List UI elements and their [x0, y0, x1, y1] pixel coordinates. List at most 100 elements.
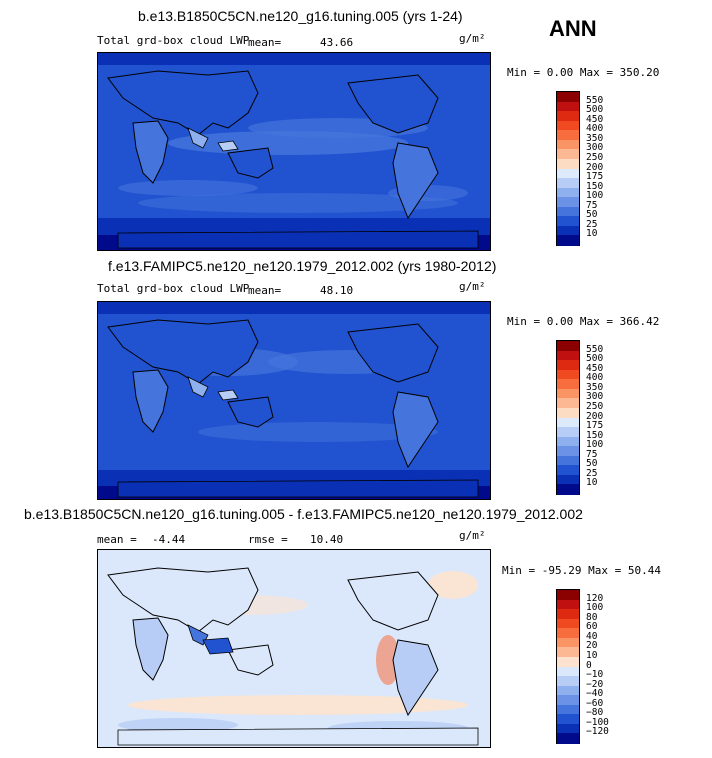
colorbar-swatch: [557, 178, 579, 189]
colorbar-tick-label: 350: [586, 381, 604, 393]
panel3-map: [97, 549, 491, 748]
panel1-title: b.e13.B1850C5CN.ne120_g16.tuning.005 (yr…: [138, 8, 463, 24]
colorbar-tick-label: 175: [586, 171, 604, 183]
colorbar-tick-label: 500: [586, 353, 604, 365]
panel2-minmax: Min = 0.00 Max = 366.42: [507, 315, 660, 328]
panel1-mean-label: mean=: [248, 36, 282, 49]
panel1-map: [97, 52, 491, 251]
colorbar-swatch: [557, 197, 579, 208]
colorbar-tick-label: 175: [586, 420, 604, 432]
colorbar-tick-label: 10: [586, 477, 598, 489]
panel2-title: f.e13.FAMIPC5.ne120_ne120.1979_2012.002 …: [108, 258, 497, 274]
colorbar-tick-label: 100: [586, 190, 604, 202]
colorbar-tick-label: 120: [586, 592, 604, 604]
colorbar-swatch: [557, 139, 579, 150]
colorbar-tick-label: 100: [586, 602, 604, 614]
colorbar-tick-label: 250: [586, 151, 604, 163]
colorbar-swatch: [557, 474, 579, 485]
colorbar-tick-label: 450: [586, 113, 604, 125]
panel2-mean-value: 48.10: [320, 284, 354, 297]
colorbar-swatch: [557, 149, 579, 160]
colorbar-tick-label: −100: [586, 716, 609, 728]
colorbar-swatch: [557, 618, 579, 629]
colorbar-swatch: [557, 484, 579, 495]
colorbar-tick-label: 10: [586, 649, 598, 661]
colorbar-tick-label: 450: [586, 362, 604, 374]
panel3-rmse-label: rmse =: [248, 533, 288, 546]
colorbar-swatch: [557, 158, 579, 169]
colorbar-swatch: [557, 714, 579, 725]
colorbar-swatch: [557, 379, 579, 390]
colorbar-swatch: [557, 637, 579, 648]
colorbar-tick-label: −10: [586, 669, 604, 681]
panel3-colorbar: [556, 589, 580, 744]
colorbar-swatch: [557, 130, 579, 141]
colorbar-swatch: [557, 676, 579, 687]
colorbar-swatch: [557, 225, 579, 236]
panel2-mean-label: mean=: [248, 284, 282, 297]
colorbar-tick-label: 100: [586, 439, 604, 451]
colorbar-tick-label: 200: [586, 161, 604, 173]
colorbar-tick-label: 250: [586, 400, 604, 412]
colorbar-swatch: [557, 695, 579, 706]
colorbar-tick-label: 40: [586, 630, 598, 642]
colorbar-tick-label: 400: [586, 372, 604, 384]
colorbar-swatch: [557, 168, 579, 179]
colorbar-tick-label: 300: [586, 142, 604, 154]
panel2-colorbar: [556, 340, 580, 495]
colorbar-swatch: [557, 427, 579, 438]
colorbar-tick-label: 20: [586, 640, 598, 652]
colorbar-swatch: [557, 407, 579, 418]
colorbar-swatch: [557, 360, 579, 371]
colorbar-swatch: [557, 111, 579, 122]
colorbar-swatch: [557, 666, 579, 677]
colorbar-swatch: [557, 590, 579, 601]
panel2-variable: Total grd-box cloud LWP: [97, 282, 250, 295]
panel2-units: g/m²: [459, 280, 486, 293]
colorbar-swatch: [557, 92, 579, 103]
colorbar-swatch: [557, 628, 579, 639]
colorbar-swatch: [557, 436, 579, 447]
colorbar-tick-label: −120: [586, 726, 609, 738]
colorbar-swatch: [557, 599, 579, 610]
colorbar-swatch: [557, 656, 579, 667]
colorbar-tick-label: −60: [586, 697, 604, 709]
panel2-map: [97, 301, 491, 500]
colorbar-swatch: [557, 446, 579, 457]
colorbar-tick-label: 75: [586, 199, 598, 211]
panel1-units: g/m²: [459, 32, 486, 45]
colorbar-swatch: [557, 398, 579, 409]
panel3-rmse-value: 10.40: [310, 533, 344, 546]
colorbar-tick-label: 150: [586, 180, 604, 192]
colorbar-swatch: [557, 369, 579, 380]
colorbar-tick-label: −40: [586, 688, 604, 700]
panel3-mean-label: mean =: [97, 533, 137, 546]
colorbar-tick-label: 75: [586, 448, 598, 460]
colorbar-tick-label: 50: [586, 458, 598, 470]
colorbar-tick-label: −20: [586, 678, 604, 690]
colorbar-swatch: [557, 350, 579, 361]
season-label: ANN: [549, 16, 597, 41]
colorbar-swatch: [557, 704, 579, 715]
colorbar-tick-label: 200: [586, 410, 604, 422]
colorbar-swatch: [557, 733, 579, 744]
colorbar-swatch: [557, 206, 579, 217]
panel1-variable: Total grd-box cloud LWP: [97, 34, 250, 47]
colorbar-tick-label: 150: [586, 429, 604, 441]
colorbar-tick-label: 400: [586, 123, 604, 135]
colorbar-tick-label: 25: [586, 467, 598, 479]
colorbar-tick-label: 80: [586, 611, 598, 623]
colorbar-swatch: [557, 647, 579, 658]
colorbar-swatch: [557, 417, 579, 428]
colorbar-tick-label: 500: [586, 104, 604, 116]
colorbar-tick-label: 550: [586, 94, 604, 106]
colorbar-tick-label: 10: [586, 228, 598, 240]
colorbar-swatch: [557, 341, 579, 352]
colorbar-swatch: [557, 455, 579, 466]
colorbar-tick-label: 350: [586, 132, 604, 144]
colorbar-tick-label: 60: [586, 621, 598, 633]
panel3-mean-value: -4.44: [152, 533, 186, 546]
panel1-colorbar: [556, 91, 580, 246]
panel1-mean-value: 43.66: [320, 36, 354, 49]
colorbar-tick-label: 550: [586, 343, 604, 355]
